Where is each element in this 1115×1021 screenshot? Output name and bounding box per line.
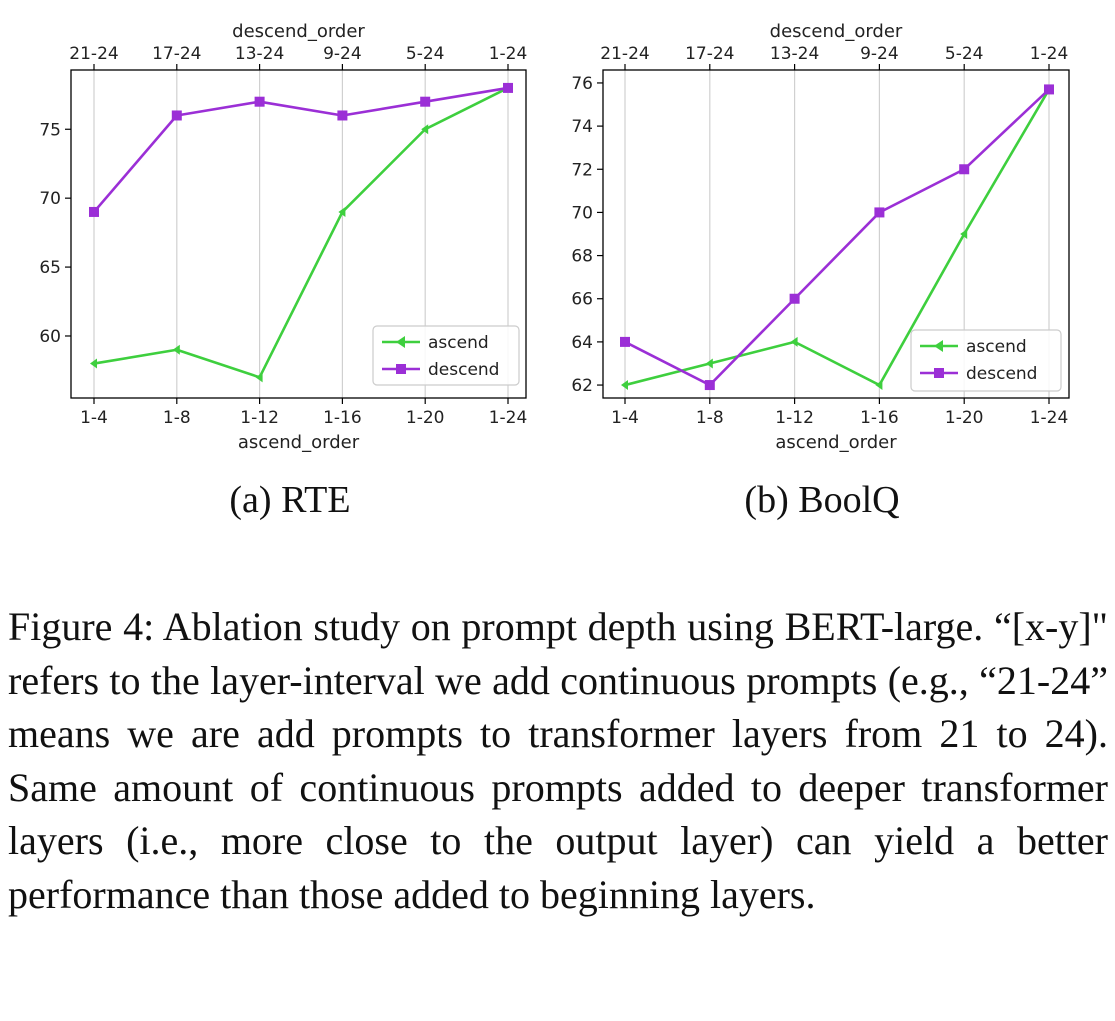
x-tick-label: 1-8	[696, 408, 724, 428]
y-tick-label: 68	[571, 247, 593, 267]
x-top-tick-label: 13-24	[235, 44, 284, 64]
point-descend	[89, 206, 99, 217]
series-line-descend	[624, 88, 1050, 387]
point-descend	[704, 380, 715, 391]
point-ascend	[255, 372, 263, 383]
x-tick-label: 1-12	[775, 408, 814, 428]
legend-marker-descend	[396, 364, 406, 374]
point-ascend	[172, 344, 180, 355]
x-top-tick-label: 5-24	[406, 44, 445, 64]
x-top-tick-label: 17-24	[685, 44, 734, 64]
plot-frame	[602, 69, 1070, 399]
y-tick-label: 70	[39, 189, 61, 209]
x-axis-title: ascend_order	[775, 432, 897, 453]
y-tick-label: 66	[571, 290, 593, 310]
point-descend	[789, 293, 800, 304]
chart-boolq: 1-4 1-8 1-12 1-16 1-20 1-24 21-24 17-24 13-24 9-2…	[571, 21, 1070, 453]
x-tick-label: 1-16	[860, 408, 899, 428]
point-descend	[171, 110, 182, 121]
x-top-tick-label: 13-24	[770, 44, 819, 64]
x-top-tick-label: 1-24	[1030, 44, 1069, 64]
x-tick-label: 1-20	[406, 408, 445, 428]
figure-caption: Figure 4: Ablation study on prompt depth…	[8, 604, 1108, 917]
point-descend	[1044, 84, 1054, 95]
y-tick-label: 76	[571, 74, 593, 94]
legend-marker-descend	[934, 368, 944, 378]
legend-label-descend: descend	[428, 360, 499, 380]
point-descend	[503, 82, 513, 93]
x-top-tick-label: 21-24	[600, 44, 649, 64]
y-tick-label: 70	[571, 203, 593, 223]
series-line-descend	[93, 86, 509, 213]
y-tick-label: 60	[39, 327, 61, 347]
y-tick-label: 65	[39, 258, 61, 278]
series-line-ascend	[93, 86, 509, 379]
point-descend	[620, 336, 630, 347]
point-descend	[959, 164, 970, 175]
y-tick-label: 75	[39, 120, 61, 140]
x-top-tick-label: 9-24	[323, 44, 362, 64]
point-ascend	[421, 124, 429, 135]
subcaption-boolq: (b) BoolQ	[744, 479, 900, 521]
point-ascend	[875, 380, 883, 391]
point-ascend	[338, 206, 346, 217]
x-top-tick-label: 17-24	[152, 44, 201, 64]
y-tick-label: 62	[571, 376, 593, 396]
x-top-tick-label: 5-24	[945, 44, 984, 64]
y-tick-label: 74	[571, 117, 593, 137]
x-top-tick-label: 1-24	[489, 44, 528, 64]
chart-rte: 1-4 1-8 1-12 1-16 1-20 1-24 21-24 17-24 13-24 9-2…	[39, 21, 528, 453]
x-tick-label: 1-16	[323, 408, 362, 428]
point-descend	[874, 207, 885, 218]
legend-label-ascend: ascend	[966, 337, 1027, 357]
x-tick-label: 1-4	[611, 408, 639, 428]
x-tick-label: 1-8	[163, 408, 191, 428]
x-top-tick-label: 21-24	[69, 44, 118, 64]
point-descend	[420, 96, 431, 107]
x-tick-label: 1-4	[80, 408, 108, 428]
point-ascend	[621, 380, 628, 391]
x-axis-title: ascend_order	[238, 432, 360, 453]
x-top-tick-label: 9-24	[860, 44, 899, 64]
point-descend	[254, 96, 265, 107]
point-descend	[337, 110, 348, 121]
y-tick-label: 72	[571, 160, 593, 180]
point-ascend	[90, 358, 97, 369]
point-ascend	[960, 229, 968, 239]
subcaption-rte: (a) RTE	[229, 479, 351, 521]
legend-marker-ascend	[396, 336, 405, 348]
x-tick-label: 1-24	[489, 408, 528, 428]
x-tick-label: 1-24	[1030, 408, 1069, 428]
series-line-ascend	[624, 88, 1051, 387]
plot-frame	[70, 69, 527, 399]
point-ascend	[705, 358, 713, 369]
x-top-axis-title: descend_order	[770, 21, 903, 42]
point-ascend	[790, 336, 798, 347]
x-tick-label: 1-20	[945, 408, 984, 428]
legend-label-descend: descend	[966, 364, 1037, 384]
x-top-axis-title: descend_order	[232, 21, 365, 42]
x-tick-label: 1-12	[240, 408, 279, 428]
legend-label-ascend: ascend	[428, 333, 489, 353]
y-tick-label: 64	[571, 333, 593, 353]
legend-marker-ascend	[934, 340, 943, 352]
